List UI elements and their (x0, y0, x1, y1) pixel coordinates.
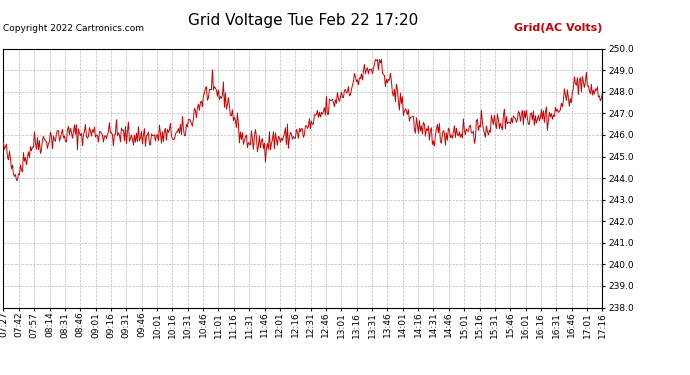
Text: Copyright 2022 Cartronics.com: Copyright 2022 Cartronics.com (3, 24, 144, 33)
Text: Grid Voltage Tue Feb 22 17:20: Grid Voltage Tue Feb 22 17:20 (188, 13, 419, 28)
Text: Grid(AC Volts): Grid(AC Volts) (514, 23, 602, 33)
